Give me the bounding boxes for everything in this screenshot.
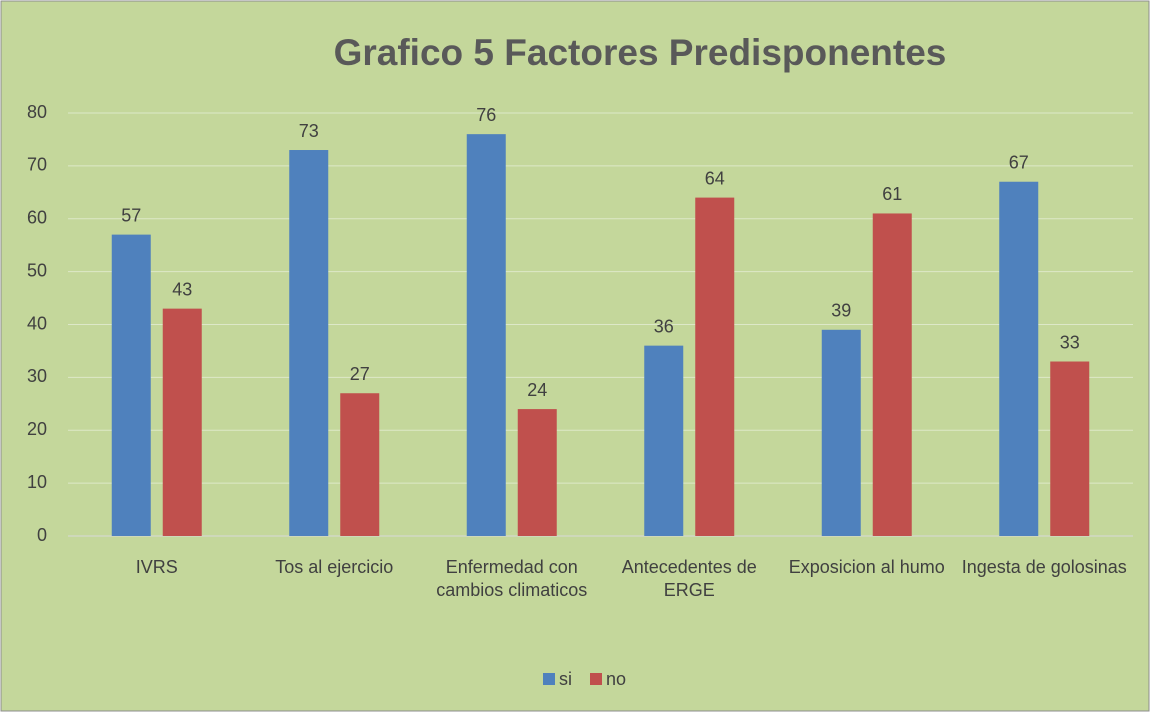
y-tick-label: 30	[27, 366, 47, 386]
y-tick-label: 0	[37, 525, 47, 545]
y-tick-label: 60	[27, 208, 47, 228]
bar	[644, 345, 684, 536]
x-tick-label: Exposicion al humo	[788, 557, 945, 577]
bar	[999, 181, 1039, 537]
bar	[821, 329, 861, 536]
data-label: 27	[350, 364, 370, 384]
y-tick-label: 10	[27, 472, 47, 492]
data-label: 73	[299, 121, 319, 141]
bar	[340, 393, 380, 536]
x-tick-label: Tos al ejercicio	[275, 557, 394, 577]
data-label: 39	[831, 301, 851, 321]
bar	[466, 134, 506, 536]
bar	[517, 409, 557, 536]
y-tick-label: 20	[27, 419, 47, 439]
bar	[289, 150, 329, 536]
data-label: 33	[1060, 332, 1080, 352]
bar	[1050, 361, 1090, 536]
data-label: 43	[172, 279, 192, 299]
bar	[695, 197, 735, 536]
x-tick-label: IVRS	[135, 557, 178, 577]
data-label: 76	[476, 105, 496, 125]
data-label: 67	[1009, 152, 1029, 172]
legend-label: no	[606, 669, 626, 689]
y-tick-label: 70	[27, 155, 47, 175]
data-label: 64	[705, 168, 725, 188]
data-label: 36	[654, 316, 674, 336]
legend-label: si	[559, 669, 572, 689]
bar	[111, 234, 151, 537]
y-tick-label: 80	[27, 102, 47, 122]
y-tick-label: 50	[27, 260, 47, 280]
legend-swatch	[543, 673, 555, 685]
x-tick-label: Antecedentes de ERGE	[621, 557, 757, 600]
x-tick-label: Ingesta de golosinas	[961, 557, 1127, 577]
bar	[162, 308, 202, 536]
y-tick-label: 40	[27, 313, 47, 333]
bar	[872, 213, 912, 536]
data-label: 24	[527, 380, 547, 400]
chart-title: Grafico 5 Factores Predisponentes	[334, 32, 947, 73]
data-label: 61	[882, 184, 902, 204]
legend-swatch	[590, 673, 602, 685]
x-tick-label: Enfermedad con cambios climaticos	[436, 557, 588, 600]
data-label: 57	[121, 205, 141, 225]
